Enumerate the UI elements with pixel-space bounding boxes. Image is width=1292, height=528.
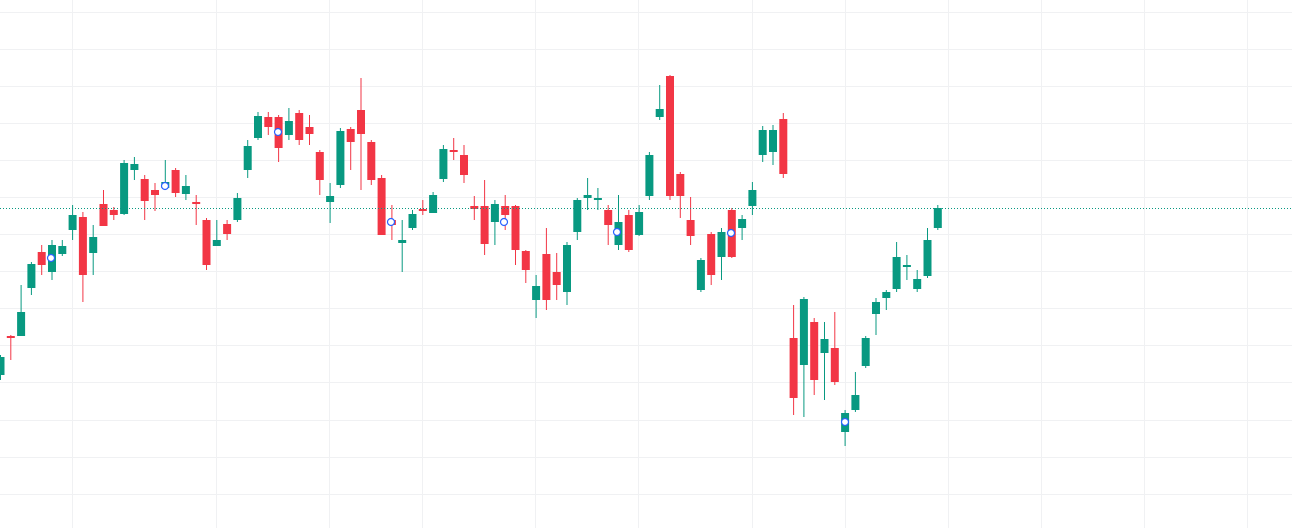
candle-body xyxy=(0,357,5,375)
candle-body xyxy=(89,237,98,253)
candle-body xyxy=(624,215,633,250)
candle-body xyxy=(27,264,36,288)
candle-body xyxy=(799,299,808,365)
candle-body xyxy=(604,210,613,225)
candle-body xyxy=(666,76,674,196)
candle-body xyxy=(439,149,448,179)
candle-body xyxy=(748,190,757,206)
candle-body xyxy=(830,348,839,382)
event-marker[interactable] xyxy=(386,217,396,227)
candle-body xyxy=(676,174,685,196)
candle-body xyxy=(470,206,479,209)
candle-body xyxy=(418,209,427,211)
candle-body xyxy=(686,220,695,236)
candle-body xyxy=(192,202,201,204)
event-marker[interactable] xyxy=(612,227,622,237)
candle-body xyxy=(120,163,129,214)
candle-body xyxy=(635,212,644,235)
candle-body xyxy=(243,146,252,170)
candle-body xyxy=(696,260,705,290)
candle-body xyxy=(357,110,365,134)
candle-body xyxy=(563,245,571,292)
candle-body xyxy=(851,395,860,410)
candle-body xyxy=(593,198,602,200)
candle-body xyxy=(398,240,407,243)
candle-body xyxy=(892,257,901,289)
candle-body xyxy=(284,121,293,135)
candle-body xyxy=(202,220,211,265)
candle-body xyxy=(738,219,747,228)
candle-body xyxy=(223,224,232,234)
candle-body xyxy=(789,338,798,398)
candle-body xyxy=(902,265,911,267)
event-marker[interactable] xyxy=(46,253,56,263)
candle-body xyxy=(264,117,273,127)
candle-body xyxy=(315,152,324,180)
candle-body xyxy=(532,286,541,300)
candle-body xyxy=(78,217,87,275)
candle-body xyxy=(769,130,777,152)
candle-body xyxy=(645,155,654,196)
candle-body xyxy=(707,234,716,275)
event-marker[interactable] xyxy=(160,181,170,191)
candle-body xyxy=(305,127,314,134)
candles xyxy=(0,75,942,446)
horizontal-grid xyxy=(0,12,1292,495)
vertical-grid xyxy=(72,0,1248,528)
candle-body xyxy=(872,302,880,314)
candle-body xyxy=(326,196,335,202)
candle-body xyxy=(6,336,15,338)
candle-body xyxy=(810,322,819,380)
candle-body xyxy=(511,206,520,250)
candle-body xyxy=(882,292,891,298)
candle-body xyxy=(717,232,726,257)
candle-body xyxy=(820,339,829,353)
candle-body xyxy=(377,178,386,235)
candle-body xyxy=(130,164,139,170)
candle-body xyxy=(140,179,149,201)
candle-body xyxy=(655,109,664,117)
candle-body xyxy=(429,195,438,213)
candle-body xyxy=(758,130,767,155)
candle-body xyxy=(336,131,345,185)
candle-body xyxy=(501,206,510,215)
candle-body xyxy=(408,214,417,228)
candle-body xyxy=(181,186,190,194)
candle-body xyxy=(151,190,159,195)
candle-body xyxy=(68,215,77,230)
candle-body xyxy=(573,200,582,232)
candle-body xyxy=(923,240,932,276)
candle-body xyxy=(109,210,118,215)
candle-body xyxy=(490,204,499,222)
candle-body xyxy=(779,119,788,174)
candle-body xyxy=(583,195,592,198)
candle-body xyxy=(58,246,67,254)
candle-body xyxy=(254,116,262,138)
candle-body xyxy=(99,204,108,226)
candle-body xyxy=(37,252,46,265)
event-marker[interactable] xyxy=(726,228,736,238)
candle-body xyxy=(295,113,304,140)
event-markers xyxy=(46,127,850,427)
candle-body xyxy=(861,338,870,366)
candle-body xyxy=(17,312,26,336)
candle-body xyxy=(552,272,561,285)
event-marker[interactable] xyxy=(273,127,283,137)
candle-body xyxy=(346,129,355,142)
event-marker[interactable] xyxy=(840,417,850,427)
candle-body xyxy=(913,279,922,289)
candle-body xyxy=(480,206,489,244)
candle-body xyxy=(521,251,530,270)
candle-body xyxy=(171,170,180,193)
candle-body xyxy=(542,254,551,300)
candle-body xyxy=(212,240,221,246)
candle-body xyxy=(933,208,942,228)
candle-body xyxy=(367,142,376,180)
event-marker[interactable] xyxy=(499,217,509,227)
candle-body xyxy=(449,150,458,152)
candle-body xyxy=(460,155,468,175)
